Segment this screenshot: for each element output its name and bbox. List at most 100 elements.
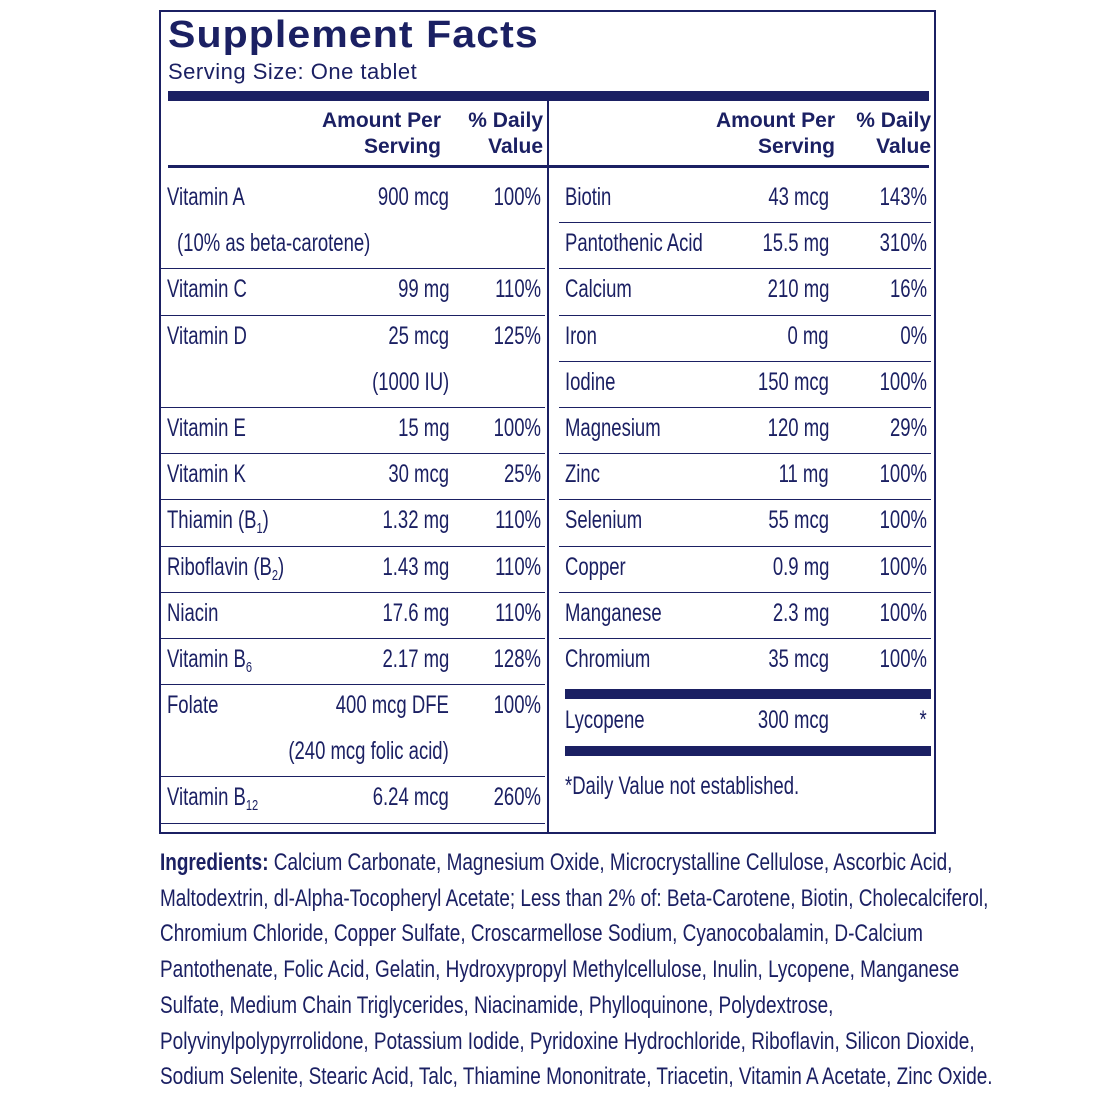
nutrient-row: Selenium 55 mcg 100% [559,500,931,547]
nutrient-row: Riboflavin (B2) 1.43 mg 110% [161,547,545,593]
nutrient-name-text: Niacin [167,598,219,627]
nutrient-name: Iodine [565,368,615,397]
amount-per-serving: 15 mg [397,413,449,442]
nutrient-name-text: Vitamin C [167,275,247,304]
nutrient-row: Vitamin B12 6.24 mcg 260% [161,777,545,824]
amount-per-serving: 99 mg [397,275,449,304]
header-text: Serving [363,135,441,158]
amount-per-serving: 400 mcg DFE [335,691,449,720]
nutrient-name-text: Vitamin A [167,183,245,211]
amount-per-serving: 1.32 mg [382,506,449,535]
nutrient-row: Biotin 43 mcg 143% [559,177,931,224]
header-text: Amount Per [715,109,835,132]
nutrient-row: Pantothenic Acid 15.5 mg 310% [559,223,931,270]
amount-per-serving: 25 mcg [388,321,449,350]
amount-per-serving: 55 mcg [768,506,829,535]
nutrient-name: Vitamin D [167,322,247,351]
nutrient-name: Niacin [167,599,218,628]
header-text: Serving [757,135,835,158]
amount-per-serving: 0 mg [787,321,829,350]
nutrient-row: Copper 0.9 mg 100% [559,547,931,593]
amount-per-serving: 15.5 mg [762,229,829,258]
nutrient-row: Iodine 150 mcg 100% [559,362,931,408]
ingredients-text: Sodium Selenite, Stearic Acid, Talc, Thi… [160,1063,993,1091]
amount-per-serving: 150 mcg [758,367,829,396]
daily-value: 100% [879,460,927,489]
daily-value: 16% [889,275,927,304]
nutrient-name: Copper [565,553,626,582]
name-suffix: ) [262,506,269,535]
nutrient-note: (10% as beta-carotene) [177,229,371,257]
nutrient-name-text: Lycopene [565,706,645,734]
daily-value: 25% [503,460,541,489]
amount-per-serving: 210 mg [767,275,829,304]
ingredients-line: Sulfate, Medium Chain Triglycerides, Nia… [160,988,993,1024]
nutrient-name: Chromium [565,645,650,674]
header-dv-right: % Daily Value [841,108,931,160]
nutrient-row: Zinc 11 mg 100% [559,454,931,501]
header-text: Value [488,135,543,158]
header-text: Amount Per [321,109,441,132]
nutrient-name-text: Magnesium [565,413,661,442]
nutrient-row: Calcium 210 mg 16% [559,269,931,316]
subscript: 1 [256,520,263,538]
nutrient-name: Zinc [565,460,600,489]
nutrient-row: Vitamin E 15 mg 100% [161,408,545,455]
nutrient-note: (1000 IU) [371,367,449,396]
ingredients: Ingredients: Calcium Carbonate, Magnesiu… [160,845,1100,1095]
daily-value: 110% [495,506,541,535]
daily-value: 0% [900,321,927,350]
header-amount-right: Amount Per Serving [695,108,835,160]
subscript: 6 [245,658,253,676]
daily-value: 100% [493,183,541,211]
daily-value: 110% [495,552,541,581]
nutrient-name: Biotin [565,183,611,212]
daily-value: * [919,706,927,734]
nutrient-name-text: Vitamin E [167,413,246,442]
ingredients-text: Polyvinylpolypyrrolidone, Potassium Iodi… [160,1027,975,1055]
nutrient-name: Folate [167,691,218,720]
nutrient-name: Manganese [565,599,662,628]
amount-per-serving: 11 mg [778,460,829,489]
thick-divider [565,746,931,756]
nutrient-name: Magnesium [565,414,661,443]
daily-value: 29% [889,413,927,442]
nutrient-name: Riboflavin (B2) [167,553,284,584]
nutrient-row: Magnesium 120 mg 29% [559,408,931,455]
amount-per-serving: 0.9 mg [772,552,829,581]
ingredients-line: Sodium Selenite, Stearic Acid, Talc, Thi… [160,1059,993,1095]
daily-value: 110% [495,598,541,627]
daily-value: 125% [493,321,541,350]
footnote: *Daily Value not established. [565,772,800,800]
subscript: 12 [245,797,259,815]
daily-value: 100% [493,413,541,442]
nutrient-name-text: Vitamin K [167,460,246,489]
amount-per-serving: 30 mcg [388,460,449,489]
nutrient-row-lycopene: Lycopene 300 mcg * [559,700,931,746]
nutrient-name-text: Biotin [565,183,612,211]
header-divider [168,165,929,168]
daily-value: 100% [879,552,927,581]
nutrient-name: Calcium [565,275,632,304]
supplement-facts-panel: Supplement Facts Serving Size: One table… [159,10,936,834]
daily-value: 260% [493,783,541,812]
header-dv-left: % Daily Value [451,108,543,160]
ingredients-line: Chromium Chloride, Copper Sulfate, Crosc… [160,916,993,952]
daily-value: 128% [493,644,541,673]
amount-per-serving: 6.24 mcg [372,783,449,812]
nutrient-row: Niacin 17.6 mg 110% [161,593,545,639]
nutrient-name: Thiamin (B1) [167,506,269,537]
name-suffix: ) [278,552,285,581]
nutrient-name: Lycopene [565,706,645,735]
daily-value: 110% [495,275,541,304]
nutrient-name-text: Chromium [565,644,651,673]
daily-value: 100% [879,598,927,627]
daily-value: 100% [879,644,927,673]
nutrient-name-text: Vitamin B [167,783,246,812]
nutrient-name-text: Folate [167,691,219,720]
header-text: % Daily [856,109,931,132]
nutrient-row: Iron 0 mg 0% [559,316,931,362]
nutrient-row: Thiamin (B1) 1.32 mg 110% [161,500,545,547]
nutrient-row: Vitamin A 900 mcg 100% (10% as beta-caroten… [161,177,545,270]
nutrient-name: Selenium [565,506,642,535]
